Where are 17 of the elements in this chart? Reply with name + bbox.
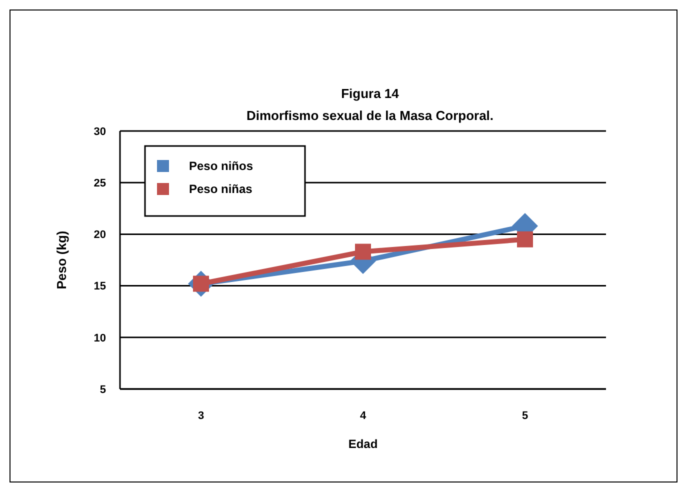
chart-title: Figura 14 (341, 86, 400, 101)
x-tick-label: 4 (360, 410, 367, 422)
x-axis-title: Edad (348, 437, 378, 451)
x-tick-label: 5 (522, 410, 528, 422)
point (517, 231, 533, 248)
y-tick-label: 25 (94, 177, 106, 190)
y-tick-label: 30 (94, 126, 106, 138)
y-axis-title: Peso (kg) (54, 230, 69, 290)
point (355, 244, 371, 260)
y-tick-label: 10 (94, 332, 106, 344)
x-tick-label: 3 (198, 410, 204, 422)
legend-label: Peso niños (189, 159, 254, 174)
y-tick-label: 20 (94, 229, 106, 242)
y-tick-label: 5 (100, 384, 106, 396)
y-tick-label: 15 (94, 280, 106, 293)
chart-subtitle: Dimorfismo sexual de la Masa Corporal. (246, 108, 494, 123)
legend-label: Peso niñas (189, 182, 253, 196)
